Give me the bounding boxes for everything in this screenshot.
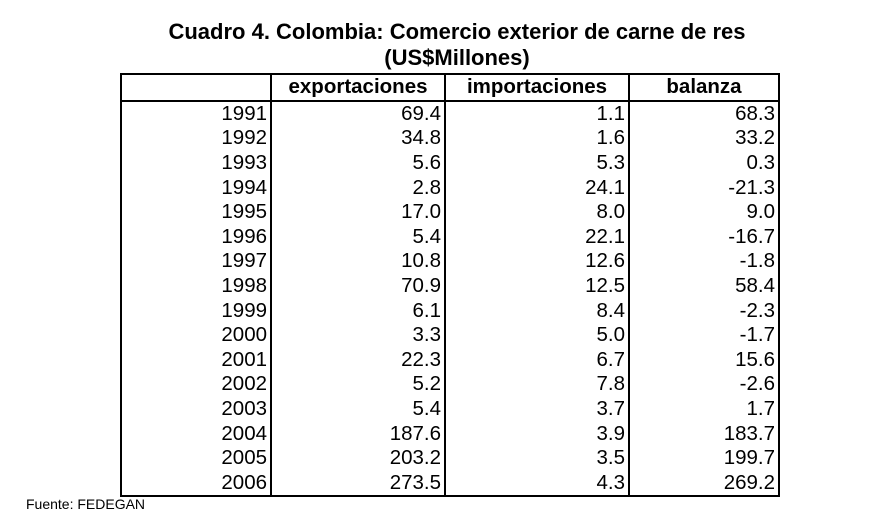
cell-exportaciones: 70.9 xyxy=(270,273,446,299)
cell-importaciones: 7.8 xyxy=(444,372,630,397)
cell-balanza: 199.7 xyxy=(628,445,780,471)
table-row: 1996 5.4 22.1 -16.7 xyxy=(120,224,780,250)
table-row: 2004 187.6 3.9 183.7 xyxy=(120,421,780,446)
cell-year: 2002 xyxy=(120,372,272,397)
table-header-row: exportaciones importaciones balanza xyxy=(120,73,780,102)
cell-balanza: -2.3 xyxy=(628,298,780,323)
cell-year: 2000 xyxy=(120,322,272,348)
cell-balanza: 183.7 xyxy=(628,421,780,446)
cell-importaciones: 8.4 xyxy=(444,298,630,323)
table-row: 1994 2.8 24.1 -21.3 xyxy=(120,175,780,200)
cell-importaciones: 6.7 xyxy=(444,347,630,373)
table-row: 1998 70.9 12.5 58.4 xyxy=(120,273,780,299)
cell-year: 1995 xyxy=(120,199,272,225)
cell-year: 1997 xyxy=(120,249,272,274)
cell-year: 1998 xyxy=(120,273,272,299)
table-row: 1997 10.8 12.6 -1.8 xyxy=(120,249,780,274)
cell-importaciones: 24.1 xyxy=(444,175,630,200)
table-row: 1991 69.4 1.1 68.3 xyxy=(120,100,780,127)
table-row: 1993 5.6 5.3 0.3 xyxy=(120,150,780,176)
cell-balanza: 58.4 xyxy=(628,273,780,299)
cell-year: 2004 xyxy=(120,421,272,446)
cell-year: 2005 xyxy=(120,445,272,471)
cell-balanza: 1.7 xyxy=(628,396,780,422)
header-exportaciones: exportaciones xyxy=(270,73,446,102)
cell-year: 1992 xyxy=(120,126,272,151)
cell-importaciones: 1.6 xyxy=(444,126,630,151)
cell-balanza: 269.2 xyxy=(628,470,780,498)
table-row: 1995 17.0 8.0 9.0 xyxy=(120,199,780,225)
cell-exportaciones: 203.2 xyxy=(270,445,446,471)
cell-exportaciones: 187.6 xyxy=(270,421,446,446)
table-title: Cuadro 4. Colombia: Comercio exterior de… xyxy=(168,19,746,44)
cell-balanza: 0.3 xyxy=(628,150,780,176)
cell-exportaciones: 5.2 xyxy=(270,372,446,397)
cell-exportaciones: 3.3 xyxy=(270,322,446,348)
cell-importaciones: 12.6 xyxy=(444,249,630,274)
cell-balanza: -21.3 xyxy=(628,175,780,200)
cell-exportaciones: 273.5 xyxy=(270,470,446,498)
table-row: 2006 273.5 4.3 269.2 xyxy=(120,470,780,498)
cell-year: 2003 xyxy=(120,396,272,422)
cell-balanza: 68.3 xyxy=(628,100,780,127)
cell-importaciones: 3.9 xyxy=(444,421,630,446)
cell-importaciones: 22.1 xyxy=(444,224,630,250)
cell-year: 1996 xyxy=(120,224,272,250)
cell-balanza: 33.2 xyxy=(628,126,780,151)
cell-exportaciones: 2.8 xyxy=(270,175,446,200)
cell-balanza: -1.7 xyxy=(628,322,780,348)
cell-exportaciones: 5.6 xyxy=(270,150,446,176)
table-row: 2005 203.2 3.5 199.7 xyxy=(120,445,780,471)
table-body: 1991 69.4 1.1 68.3 1992 34.8 1.6 33.2 1993 5.6 5.3… xyxy=(120,100,780,498)
cell-importaciones: 4.3 xyxy=(444,470,630,498)
cell-balanza: 9.0 xyxy=(628,199,780,225)
header-balanza: balanza xyxy=(628,73,780,102)
cell-importaciones: 8.0 xyxy=(444,199,630,225)
cell-importaciones: 5.3 xyxy=(444,150,630,176)
cell-exportaciones: 5.4 xyxy=(270,396,446,422)
cell-exportaciones: 6.1 xyxy=(270,298,446,323)
cell-importaciones: 5.0 xyxy=(444,322,630,348)
cell-exportaciones: 69.4 xyxy=(270,100,446,127)
table-row: 2001 22.3 6.7 15.6 xyxy=(120,347,780,373)
cell-year: 1993 xyxy=(120,150,272,176)
source-note: Fuente: FEDEGAN xyxy=(26,496,146,512)
cell-balanza: -2.6 xyxy=(628,372,780,397)
trade-table: exportaciones importaciones balanza 1991… xyxy=(120,73,780,498)
cell-importaciones: 1.1 xyxy=(444,100,630,127)
table-unit-subtitle: (US$Millones) xyxy=(384,45,530,70)
cell-importaciones: 12.5 xyxy=(444,273,630,299)
cell-balanza: -1.8 xyxy=(628,249,780,274)
table-row: 1999 6.1 8.4 -2.3 xyxy=(120,298,780,323)
header-importaciones: importaciones xyxy=(444,73,630,102)
cell-year: 2001 xyxy=(120,347,272,373)
cell-importaciones: 3.5 xyxy=(444,445,630,471)
cell-balanza: 15.6 xyxy=(628,347,780,373)
cell-balanza: -16.7 xyxy=(628,224,780,250)
table-row: 2003 5.4 3.7 1.7 xyxy=(120,396,780,422)
table-row: 2002 5.2 7.8 -2.6 xyxy=(120,372,780,397)
cell-exportaciones: 5.4 xyxy=(270,224,446,250)
cell-exportaciones: 10.8 xyxy=(270,249,446,274)
cell-importaciones: 3.7 xyxy=(444,396,630,422)
cell-year: 2006 xyxy=(120,470,272,498)
table-row: 1992 34.8 1.6 33.2 xyxy=(120,126,780,151)
cell-exportaciones: 17.0 xyxy=(270,199,446,225)
cell-year: 1994 xyxy=(120,175,272,200)
cell-year: 1999 xyxy=(120,298,272,323)
table-row: 2000 3.3 5.0 -1.7 xyxy=(120,322,780,348)
cell-exportaciones: 34.8 xyxy=(270,126,446,151)
cell-year: 1991 xyxy=(120,100,272,127)
header-year xyxy=(120,73,272,102)
cell-exportaciones: 22.3 xyxy=(270,347,446,373)
